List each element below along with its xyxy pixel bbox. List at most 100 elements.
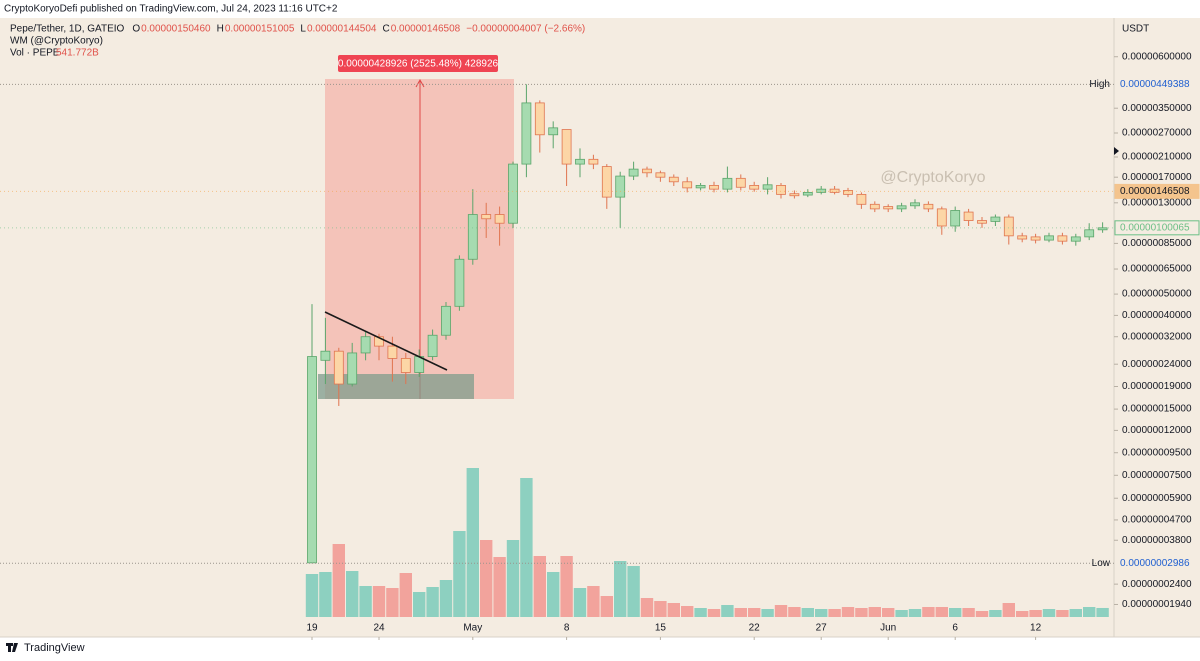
candle-body <box>816 188 827 193</box>
volume-bar <box>600 596 613 617</box>
candle-body <box>655 172 666 178</box>
volume-bar <box>788 607 801 617</box>
volume-bar <box>372 586 386 617</box>
y-tick-label: 0.00000130000 <box>1122 197 1192 208</box>
candle-body <box>843 190 853 195</box>
candle-body <box>1097 227 1108 231</box>
ohlc-value: 0.00000146508 <box>391 24 461 35</box>
candle-body <box>561 129 572 165</box>
y-tick-label: 0.00000600000 <box>1122 51 1192 62</box>
volume-bar <box>359 586 372 617</box>
volume-bar <box>868 607 881 617</box>
x-tick-label: 15 <box>655 623 667 634</box>
x-tick-label: 8 <box>564 623 570 634</box>
volume-bar <box>640 598 654 617</box>
volume-bar <box>305 574 319 617</box>
candle-body <box>802 191 813 196</box>
candle-body <box>722 177 733 190</box>
volume-bar <box>319 572 332 617</box>
ohlc-value: 0.00000150460 <box>141 24 211 35</box>
y-tick-label: 0.00000007500 <box>1122 470 1192 481</box>
price-marker-label: 0.00000100065 <box>1120 222 1190 233</box>
ohlc-key: H <box>217 24 224 35</box>
y-tick-label: 0.00000001940 <box>1122 599 1192 610</box>
candle-body <box>668 176 679 183</box>
ohlc-value: 0.00000151005 <box>225 24 295 35</box>
indicator: WM (@CryptoKoryo) <box>10 36 103 47</box>
candle-body <box>427 334 438 357</box>
x-tick-label: 24 <box>373 623 385 634</box>
y-tick-label: 0.00000004700 <box>1122 515 1192 526</box>
candle-body <box>856 193 867 205</box>
range-box <box>318 374 474 399</box>
change: −0.00000004007 (−2.66%) <box>466 24 585 35</box>
measure-label-box <box>338 55 498 72</box>
candle-body <box>454 258 465 307</box>
volume-bar <box>801 608 814 617</box>
brand-logo <box>6 643 18 652</box>
y-tick-label: 0.00000019000 <box>1122 381 1192 392</box>
candle-body <box>441 305 451 336</box>
volume-bar <box>614 561 627 617</box>
candle-body <box>347 352 358 385</box>
candle-body <box>615 175 626 198</box>
volume-bar <box>386 588 399 617</box>
trend-line <box>324 311 448 371</box>
candle-body <box>910 202 920 207</box>
candle-body <box>400 358 411 373</box>
volume-bar <box>654 601 667 617</box>
price-axis-background <box>1114 18 1200 637</box>
volume-bar <box>399 573 412 617</box>
y-tick-label: 0.00000009500 <box>1122 447 1192 458</box>
price-level-value: 0.00000002986 <box>1120 558 1190 569</box>
candle-body <box>628 168 639 177</box>
measure-label: 0.00000428926 (2525.48%) 428926 <box>338 59 499 70</box>
candle-body <box>521 102 532 165</box>
price-marker-label: 0.00000146508 <box>1120 186 1190 197</box>
candle-body <box>333 350 344 385</box>
volume-bar <box>1056 610 1069 617</box>
candle-body <box>789 193 800 197</box>
volume-last: 541.772B <box>56 48 99 59</box>
candle-body <box>923 203 934 210</box>
volume-bar <box>748 608 761 617</box>
volume-bar <box>895 610 908 617</box>
volume-bar <box>841 607 855 617</box>
candle-body <box>387 345 398 359</box>
volume-bar <box>560 556 573 617</box>
candle-body <box>494 214 505 224</box>
y-tick-label: 0.00000032000 <box>1122 331 1192 342</box>
volume-bar <box>694 608 707 617</box>
candle-body <box>776 185 786 195</box>
volume-bar <box>989 610 1002 617</box>
candle-body <box>695 185 706 189</box>
ohlc-key: O <box>132 24 140 35</box>
volume-bar <box>1029 610 1042 617</box>
y-tick-label: 0.00000040000 <box>1122 310 1192 321</box>
volume-bar <box>426 587 439 617</box>
volume-bar <box>466 468 479 617</box>
currency: USDT <box>1122 24 1149 35</box>
volume-bar <box>332 544 345 617</box>
price-marker-box <box>1114 183 1200 199</box>
volume-bar <box>815 609 828 617</box>
candle-body <box>977 220 987 224</box>
y-tick-label: 0.00000350000 <box>1122 103 1192 114</box>
y-tick-label: 0.00000270000 <box>1122 128 1192 139</box>
price-cursor <box>1114 147 1119 155</box>
candle-body <box>869 203 880 210</box>
y-tick-label: 0.00000050000 <box>1122 289 1192 300</box>
volume-bar <box>573 588 587 617</box>
candle-body <box>320 350 331 361</box>
volume-bar <box>1096 607 1109 617</box>
price-marker-box <box>1114 220 1200 236</box>
x-tick-label: 6 <box>952 623 958 634</box>
volume-bar <box>547 572 560 617</box>
candle-body <box>1070 236 1081 242</box>
volume-bar <box>922 607 935 617</box>
volume-bar <box>506 540 520 617</box>
candle-body <box>1030 236 1041 241</box>
volume-bar <box>439 580 453 617</box>
